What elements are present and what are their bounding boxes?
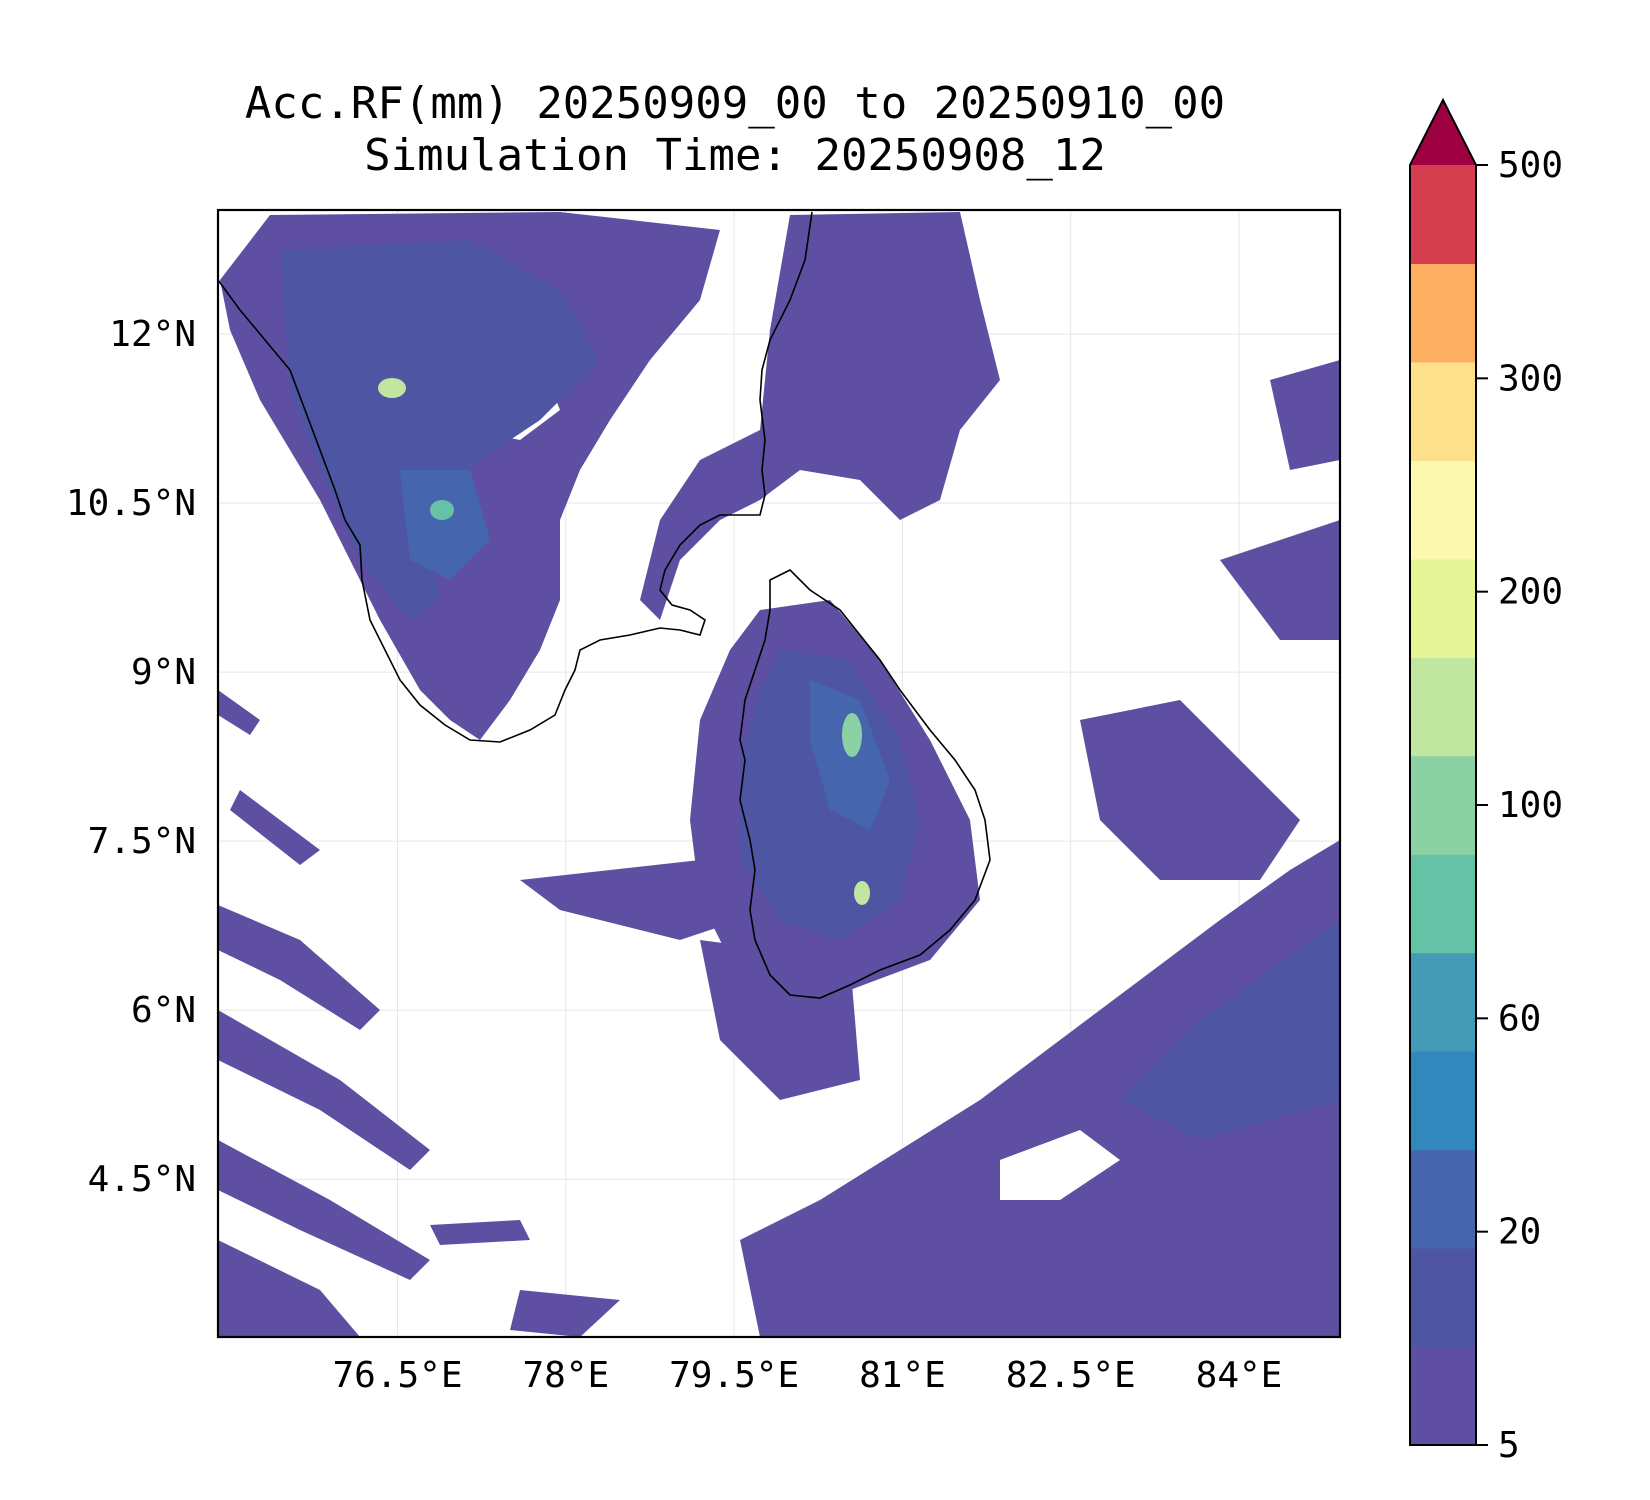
rain-area-moderate bbox=[280, 240, 600, 620]
lon-tick-label: 81°E bbox=[859, 1355, 946, 1396]
colorbar-outline bbox=[1409, 97, 1477, 1446]
lat-tick-label: 10.5°N bbox=[66, 483, 196, 524]
rain-peak bbox=[430, 500, 454, 520]
colorbar-band bbox=[1410, 952, 1476, 1052]
colorbar-band bbox=[1410, 263, 1476, 363]
rain-area-east bbox=[1080, 700, 1300, 880]
colorbar-band bbox=[1410, 558, 1476, 658]
lat-tick-label: 4.5°N bbox=[88, 1159, 196, 1200]
rain-area-far-east bbox=[1220, 520, 1340, 640]
colorbar-tick-label: 500 bbox=[1498, 145, 1563, 186]
colorbar: 5 20 60 100 200 300 500 bbox=[1409, 97, 1563, 1466]
colorbar-band bbox=[1410, 1248, 1476, 1348]
lat-tick-label: 6°N bbox=[131, 990, 196, 1031]
rain-area-heavy bbox=[400, 470, 490, 580]
rain-peak bbox=[854, 881, 870, 905]
rain-peak bbox=[842, 713, 862, 757]
india-coastline bbox=[218, 211, 813, 743]
colorbar-band bbox=[1410, 1149, 1476, 1249]
colorbar-tick-label: 100 bbox=[1498, 785, 1563, 826]
rain-area-southeast bbox=[740, 840, 1340, 1337]
colorbar-band bbox=[1410, 460, 1476, 560]
colorbar-band bbox=[1410, 755, 1476, 855]
dry-patch bbox=[1000, 1130, 1120, 1200]
title-line-1: Acc.RF(mm) 20250909_00 to 20250910_00 bbox=[244, 78, 1226, 129]
rain-area-far-east bbox=[1270, 360, 1340, 470]
rain-area-bay bbox=[640, 212, 1000, 620]
colorbar-band bbox=[1410, 361, 1476, 461]
lon-tick-label: 82.5°E bbox=[1006, 1355, 1136, 1396]
lat-tick-label: 12°N bbox=[109, 314, 196, 355]
colorbar-band bbox=[1410, 165, 1476, 264]
colorbar-extend-triangle bbox=[1410, 100, 1476, 165]
title-line-2: Simulation Time: 20250908_12 bbox=[364, 130, 1106, 181]
colorbar-tick-label: 300 bbox=[1498, 358, 1563, 399]
colorbar-band bbox=[1410, 657, 1476, 757]
colorbar-tick-label: 200 bbox=[1498, 572, 1563, 613]
coastlines bbox=[218, 211, 991, 999]
lon-tick-label: 84°E bbox=[1196, 1355, 1283, 1396]
axis-ticks: 76.5°E 78°E 79.5°E 81°E 82.5°E 84°E 12°N 10.5°N… bbox=[66, 314, 1282, 1396]
colorbar-band bbox=[1410, 1051, 1476, 1151]
rainfall-field bbox=[218, 212, 1340, 1337]
colorbar-tick-label: 20 bbox=[1498, 1212, 1541, 1253]
map-frame bbox=[216, 208, 1342, 1339]
rain-area-moderate bbox=[1120, 920, 1340, 1140]
map-title: Acc.RF(mm) 20250909_00 to 20250910_00 Si… bbox=[205, 78, 1265, 182]
lon-tick-label: 79.5°E bbox=[669, 1355, 799, 1396]
rain-peak bbox=[378, 378, 406, 398]
colorbar-tick-label: 5 bbox=[1498, 1425, 1520, 1466]
lon-tick-label: 76.5°E bbox=[332, 1355, 462, 1396]
colorbar-tick-label: 60 bbox=[1498, 998, 1541, 1039]
sri-lanka-coastline bbox=[739, 569, 991, 999]
rain-area-south-tail bbox=[700, 940, 860, 1100]
rain-area-west-band bbox=[520, 860, 740, 940]
lat-tick-label: 9°N bbox=[131, 652, 196, 693]
lat-tick-label: 7.5°N bbox=[88, 821, 196, 862]
colorbar-band bbox=[1410, 854, 1476, 954]
colorbar-band bbox=[1410, 1346, 1476, 1446]
rain-streaks-southwest bbox=[218, 690, 620, 1337]
lon-tick-label: 78°E bbox=[522, 1355, 609, 1396]
